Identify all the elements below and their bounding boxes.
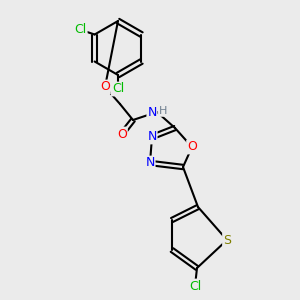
Text: Cl: Cl (112, 82, 124, 95)
Text: N: N (147, 130, 157, 143)
Text: O: O (187, 140, 197, 154)
Text: N: N (145, 157, 155, 169)
Text: Cl: Cl (189, 280, 201, 292)
Text: Cl: Cl (74, 23, 87, 36)
Text: O: O (100, 80, 110, 94)
Text: H: H (159, 106, 167, 116)
Text: N: N (147, 106, 157, 118)
Text: O: O (117, 128, 127, 140)
Text: S: S (223, 233, 231, 247)
